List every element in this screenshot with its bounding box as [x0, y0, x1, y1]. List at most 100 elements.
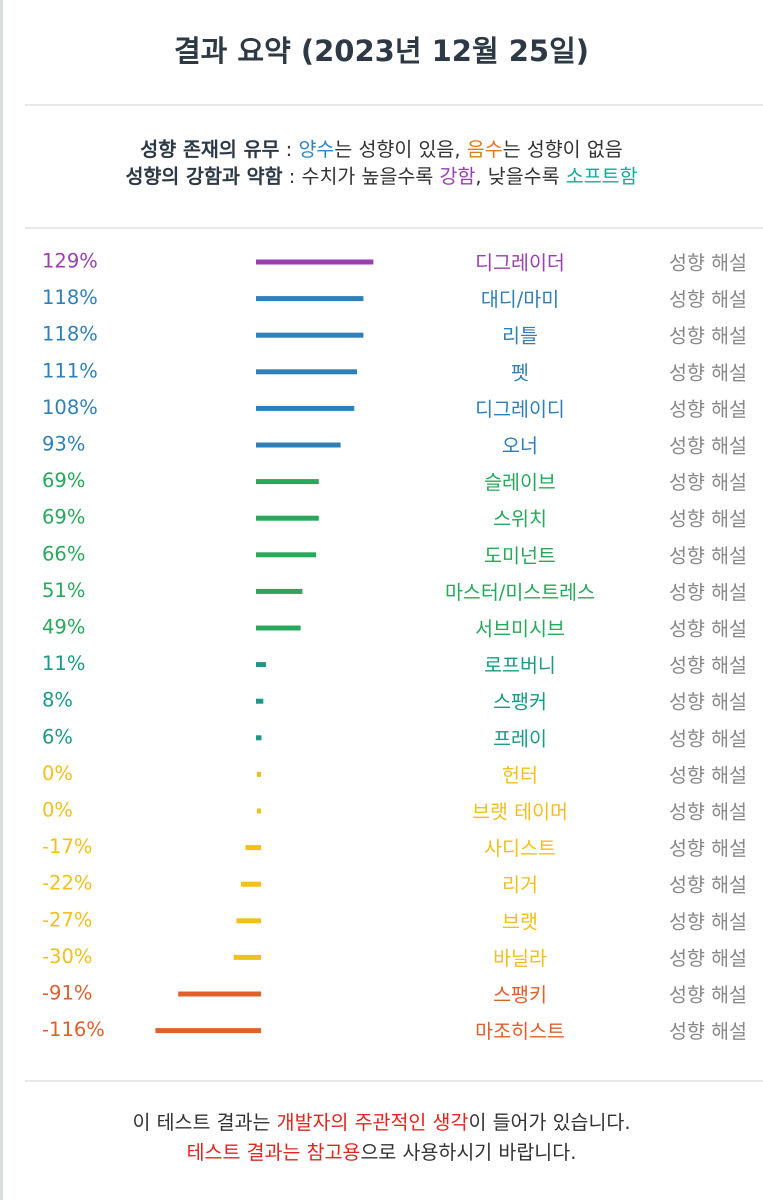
category-label: 펫: [511, 361, 529, 384]
value-label: 93%: [42, 433, 85, 456]
tendency-explanation-link[interactable]: 성향 해설: [669, 1020, 747, 1043]
footer-line-2: 테스트 결과는 참고용으로 사용하시기 바랍니다.: [0, 1138, 763, 1168]
footer-text: 이 테스트 결과는: [132, 1111, 277, 1134]
value-label: 0%: [42, 799, 73, 822]
legend-line-strength: 성향의 강함과 약함 : 수치가 높을수록 강함, 낮을수록 소프트함: [0, 163, 763, 190]
category-label: 리거: [502, 874, 538, 897]
footer-line-1: 이 테스트 결과는 개발자의 주관적인 생각이 들어가 있습니다.: [0, 1108, 763, 1138]
value-label: 118%: [42, 286, 98, 309]
bar: [256, 442, 341, 448]
tendency-explanation-link[interactable]: 성향 해설: [669, 544, 747, 567]
bar: [256, 369, 357, 375]
value-label: -91%: [42, 982, 92, 1005]
footer-text: 이 들어가 있습니다.: [468, 1111, 631, 1134]
value-label: 69%: [42, 506, 85, 529]
legend-positive-text: 는 성향이 있음,: [334, 138, 467, 161]
legend-positive-word: 양수: [298, 138, 335, 161]
category-label: 오너: [502, 435, 538, 458]
tendency-explanation-link[interactable]: 성향 해설: [669, 508, 747, 531]
tendency-explanation-link[interactable]: 성향 해설: [669, 727, 747, 750]
category-label: 마조히스트: [475, 1020, 565, 1043]
bar: [256, 332, 364, 338]
bar: [256, 735, 262, 741]
tendency-explanation-link[interactable]: 성향 해설: [669, 801, 747, 824]
footer-highlight: 테스트 결과는 참고용: [186, 1141, 361, 1164]
bar: [233, 954, 261, 960]
tendency-explanation-link[interactable]: 성향 해설: [669, 435, 747, 458]
legend-sep: :: [279, 138, 299, 161]
value-label: -22%: [42, 872, 92, 895]
value-label: 6%: [42, 725, 73, 748]
category-label: 스팽키: [493, 984, 547, 1007]
category-label: 디그레이더: [475, 252, 565, 275]
value-label: -30%: [42, 945, 92, 968]
legend-strong-word: 강함: [439, 165, 476, 188]
value-label: 51%: [42, 579, 85, 602]
bar: [257, 808, 261, 814]
category-label: 리틀: [502, 325, 538, 348]
bar: [256, 259, 374, 265]
category-label: 바닐라: [493, 947, 547, 970]
bar: [241, 881, 261, 887]
tendency-explanation-link[interactable]: 성향 해설: [669, 874, 747, 897]
legend-strength-pre: 수치가 높을수록: [301, 165, 440, 188]
category-label: 스위치: [493, 508, 547, 531]
legend-strength-label: 성향의 강함과 약함: [125, 165, 283, 188]
footer-highlight: 개발자의 주관적인 생각: [276, 1111, 469, 1134]
bar: [256, 588, 303, 594]
bar: [257, 771, 261, 777]
tendency-explanation-link[interactable]: 성향 해설: [669, 654, 747, 677]
tendency-explanation-link[interactable]: 성향 해설: [669, 947, 747, 970]
legend-soft-word: 소프트함: [565, 165, 638, 188]
category-label: 서브미시브: [475, 618, 565, 641]
tendency-explanation-link[interactable]: 성향 해설: [669, 837, 747, 860]
left-edge: [0, 0, 3, 1200]
bar: [256, 296, 364, 302]
bar: [256, 698, 264, 704]
bar: [256, 479, 319, 485]
divider-middle: [25, 227, 763, 229]
bar: [245, 845, 261, 851]
divider-top: [25, 104, 763, 106]
category-label: 스팽커: [493, 691, 547, 714]
legend-negative-text: 는 성향이 없음: [502, 138, 623, 161]
value-label: 111%: [42, 359, 98, 382]
tendency-explanation-link[interactable]: 성향 해설: [669, 398, 747, 421]
tendency-explanation-link[interactable]: 성향 해설: [669, 764, 747, 787]
footer-text: 으로 사용하시기 바랍니다.: [360, 1141, 577, 1164]
category-label: 디그레이디: [475, 398, 565, 421]
bar: [256, 405, 355, 411]
footer-note: 이 테스트 결과는 개발자의 주관적인 생각이 들어가 있습니다. 테스트 결과…: [0, 1108, 763, 1168]
value-label: 118%: [42, 323, 98, 346]
value-label: 0%: [42, 762, 73, 785]
category-label: 슬레이브: [484, 471, 556, 494]
category-label: 사디스트: [484, 837, 556, 860]
category-label: 로프버니: [484, 654, 556, 677]
bar: [256, 625, 301, 631]
value-label: -116%: [42, 1018, 105, 1041]
divider-bottom: [25, 1080, 763, 1082]
category-label: 헌터: [502, 764, 538, 787]
value-label: -17%: [42, 835, 92, 858]
tendency-explanation-link[interactable]: 성향 해설: [669, 984, 747, 1007]
tendency-explanation-link[interactable]: 성향 해설: [669, 691, 747, 714]
tendency-explanation-link[interactable]: 성향 해설: [669, 252, 747, 275]
tendency-explanation-link[interactable]: 성향 해설: [669, 910, 747, 933]
legend-line-existence: 성향 존재의 유무 : 양수는 성향이 있음, 음수는 성향이 없음: [0, 136, 763, 163]
value-label: 129%: [42, 250, 98, 273]
bar: [178, 991, 261, 997]
bar: [155, 1028, 261, 1034]
tendency-explanation-link[interactable]: 성향 해설: [669, 325, 747, 348]
tendency-explanation-link[interactable]: 성향 해설: [669, 618, 747, 641]
legend-existence-label: 성향 존재의 유무: [140, 138, 280, 161]
category-label: 프레이: [493, 727, 547, 750]
legend-negative-word: 음수: [466, 138, 503, 161]
tendency-explanation-link[interactable]: 성향 해설: [669, 361, 747, 384]
value-label: 108%: [42, 396, 98, 419]
legend-strength-mid: , 낮을수록: [475, 165, 566, 188]
tendency-explanation-link[interactable]: 성향 해설: [669, 288, 747, 311]
value-label: -27%: [42, 908, 92, 931]
tendency-explanation-link[interactable]: 성향 해설: [669, 581, 747, 604]
tendency-explanation-link[interactable]: 성향 해설: [669, 471, 747, 494]
